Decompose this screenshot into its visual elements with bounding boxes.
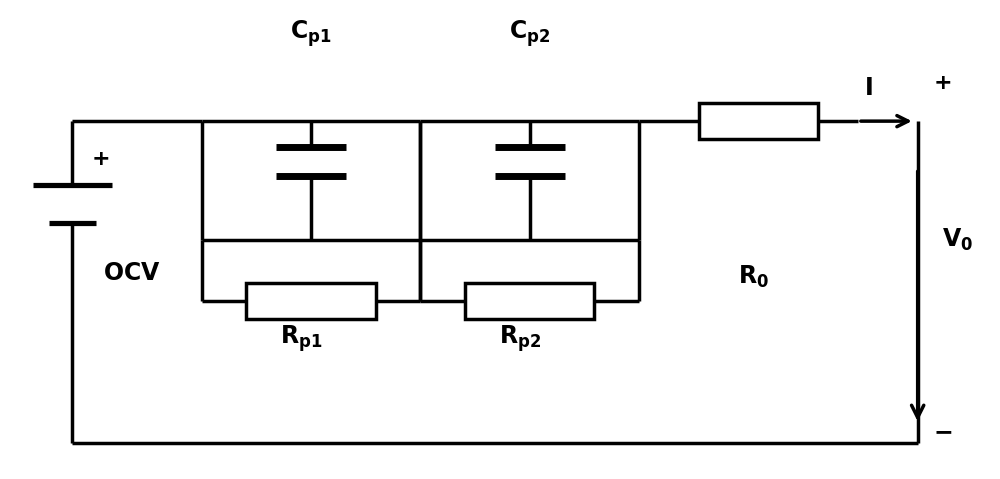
Text: $\mathbf{+}$: $\mathbf{+}$ — [91, 149, 109, 169]
Text: $\mathbf{C_{p1}}$: $\mathbf{C_{p1}}$ — [290, 18, 332, 49]
Text: $\mathbf{R_{p1}}$: $\mathbf{R_{p1}}$ — [280, 324, 322, 354]
Text: $\mathbf{R_{p2}}$: $\mathbf{R_{p2}}$ — [499, 324, 541, 354]
Text: $\mathbf{-}$: $\mathbf{-}$ — [933, 419, 952, 443]
FancyBboxPatch shape — [699, 103, 818, 139]
Text: $\mathbf{R_0}$: $\mathbf{R_0}$ — [738, 264, 769, 290]
FancyBboxPatch shape — [465, 283, 594, 319]
Text: $\mathbf{C_{p2}}$: $\mathbf{C_{p2}}$ — [509, 18, 551, 49]
Text: $\mathbf{+}$: $\mathbf{+}$ — [933, 73, 952, 93]
Text: $\mathbf{OCV}$: $\mathbf{OCV}$ — [103, 261, 161, 285]
Text: $\mathbf{I}$: $\mathbf{I}$ — [864, 76, 872, 100]
Text: $\mathbf{V_0}$: $\mathbf{V_0}$ — [942, 227, 973, 252]
FancyBboxPatch shape — [246, 283, 376, 319]
